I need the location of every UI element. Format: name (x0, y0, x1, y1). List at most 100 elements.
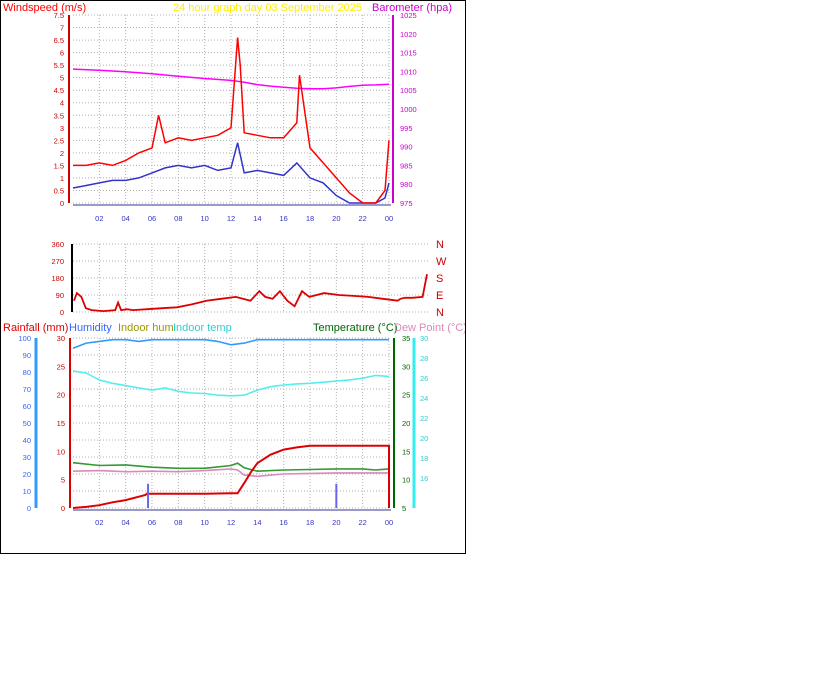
temperature-tick-label: 30 (402, 362, 410, 371)
windspeed-tick-label: 5.5 (54, 61, 64, 70)
barometer-tick-label: 1025 (400, 11, 417, 20)
barometer-tick-label: 995 (400, 124, 413, 133)
hour-tick-label: 22 (358, 518, 366, 527)
hour-tick-label: 08 (174, 518, 182, 527)
rainfall-tick-label: 0 (61, 504, 65, 513)
temperature-tick-label: 10 (402, 476, 410, 485)
hour-tick-label: 16 (279, 518, 287, 527)
legend-label: Humidity (69, 322, 112, 334)
barometer-tick-label: 1020 (400, 30, 417, 39)
humidity-tick-label: 40 (23, 436, 31, 445)
rainfall-tick-label: 10 (57, 447, 65, 456)
humidity-tick-label: 70 (23, 385, 31, 394)
hour-tick-label: 02 (95, 214, 103, 223)
windspeed-avg-line (72, 142, 390, 204)
humidity-tick-label: 80 (23, 368, 31, 377)
legend-label: Indoor hum (118, 322, 174, 334)
legend-label: Temperature (°C) (313, 322, 397, 334)
hour-tick-label: 18 (306, 214, 314, 223)
legend-label: Dew Point (°C) (394, 322, 465, 334)
barometer-tick-label: 990 (400, 143, 413, 152)
barometer-tick-label: 1005 (400, 86, 417, 95)
windspeed-tick-label: 3.5 (54, 111, 64, 120)
dewpoint-tick-label: 28 (420, 354, 428, 363)
dewpoint-tick-label: 18 (420, 454, 428, 463)
humidity-tick-label: 100 (18, 334, 31, 343)
humidity-tick-label: 50 (23, 419, 31, 428)
windspeed-tick-label: 0 (60, 199, 64, 208)
dew-point-c-line (72, 468, 389, 478)
dewpoint-tick-label: 24 (420, 394, 428, 403)
hour-tick-label: 00 (385, 214, 393, 223)
dewpoint-tick-label: 16 (420, 474, 428, 483)
direction-tick-label: 360 (51, 240, 64, 249)
windspeed-tick-label: 2.5 (54, 136, 64, 145)
barometer-tick-label: 985 (400, 161, 413, 170)
rainfall-tick-label: 15 (57, 419, 65, 428)
hour-tick-label: 20 (332, 214, 340, 223)
barometer-tick-label: 1015 (400, 49, 417, 58)
hour-tick-label: 04 (121, 214, 129, 223)
hour-tick-label: 20 (332, 518, 340, 527)
chart-title: 24 hour graph day 03 September 2025 (173, 2, 362, 14)
direction-tick-label: 270 (51, 257, 64, 266)
hour-tick-label: 06 (148, 214, 156, 223)
rainfall-mm-line (72, 444, 390, 509)
windspeed-tick-label: 5 (60, 74, 64, 83)
humidity-tick-label: 60 (23, 402, 31, 411)
humidity-tick-label: 10 (23, 487, 31, 496)
hour-tick-label: 16 (279, 214, 287, 223)
humidity-line (72, 338, 389, 349)
temperature-tick-label: 15 (402, 447, 410, 456)
direction-tick-label: 0 (60, 308, 64, 317)
windspeed-tick-label: 6.5 (54, 36, 64, 45)
barometer-tick-label: 980 (400, 180, 413, 189)
windspeed-tick-label: 3 (60, 124, 64, 133)
hour-tick-label: 18 (306, 518, 314, 527)
temperature-tick-label: 20 (402, 419, 410, 428)
windspeed-axis-label: Windspeed (m/s) (3, 2, 86, 14)
hour-tick-label: 02 (95, 518, 103, 527)
dewpoint-tick-label: 30 (420, 334, 428, 343)
barometer-tick-label: 1000 (400, 105, 417, 114)
windspeed-tick-label: 0.5 (54, 186, 64, 195)
barometer-tick-label: 975 (400, 199, 413, 208)
hour-tick-label: 06 (148, 518, 156, 527)
temperature-c-line (72, 461, 390, 473)
temperature-tick-label: 35 (402, 334, 410, 343)
humidity-tick-label: 90 (23, 351, 31, 360)
barometer-tick-label: 1010 (400, 67, 417, 76)
compass-label: S (436, 273, 443, 285)
windspeed-tick-label: 1.5 (54, 161, 64, 170)
rainfall-tick-label: 20 (57, 391, 65, 400)
humidity-tick-label: 30 (23, 453, 31, 462)
barometer-hpa-line (72, 68, 390, 90)
temperature-tick-label: 25 (402, 391, 410, 400)
rainfall-tick-label: 30 (57, 334, 65, 343)
humidity-tick-label: 20 (23, 470, 31, 479)
legend-label: Indoor temp (173, 322, 232, 334)
weather-charts: Windspeed (m/s) 24 hour graph day 03 Sept… (3, 2, 467, 527)
legend-label: Rainfall (mm) (3, 322, 68, 334)
windspeed-gust-line (73, 37, 390, 204)
hour-tick-label: 12 (227, 214, 235, 223)
windspeed-tick-label: 7.5 (54, 11, 64, 20)
hour-tick-label: 14 (253, 518, 261, 527)
hour-tick-label: 00 (385, 518, 393, 527)
rainfall-tick-label: 25 (57, 362, 65, 371)
windspeed-tick-label: 4 (60, 99, 64, 108)
compass-label: W (436, 256, 447, 268)
windspeed-tick-label: 2 (60, 149, 64, 158)
hour-tick-label: 10 (200, 518, 208, 527)
hour-tick-label: 22 (358, 214, 366, 223)
compass-label: N (436, 239, 444, 251)
windspeed-tick-label: 6 (60, 49, 64, 58)
dewpoint-tick-label: 26 (420, 374, 428, 383)
weather-graph-panel: Windspeed (m/s) 24 hour graph day 03 Sept… (0, 0, 467, 554)
dewpoint-tick-label: 22 (420, 414, 428, 423)
windspeed-tick-label: 7 (60, 24, 64, 33)
hour-tick-label: 08 (174, 214, 182, 223)
temperature-tick-label: 5 (402, 504, 406, 513)
hour-tick-label: 12 (227, 518, 235, 527)
hour-tick-label: 14 (253, 214, 261, 223)
